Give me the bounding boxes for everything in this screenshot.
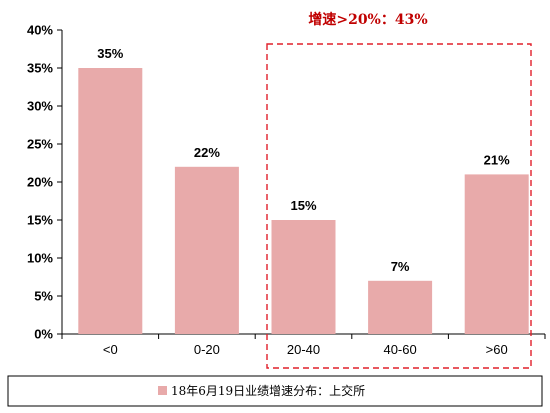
x-tick-label: 40-60: [383, 342, 416, 357]
x-tick-label: >60: [486, 342, 508, 357]
legend-text: 18年6月19日业绩增速分布：上交所: [171, 383, 365, 398]
labels-layer: 35% <0 22% 0-20 15% 20-40 7% 40-60 21% >60: [97, 46, 510, 357]
x-tick-label: 20-40: [287, 342, 320, 357]
y-tick-label: 30%: [27, 99, 53, 114]
y-tick-label: 25%: [27, 137, 53, 152]
highlight-box: [266, 43, 532, 369]
legend-swatch: [158, 386, 167, 395]
bar: [464, 174, 529, 334]
bars-layer: [78, 68, 529, 334]
data-label: 22%: [194, 145, 220, 160]
y-tick-label: 0%: [34, 327, 53, 342]
bar: [368, 280, 433, 334]
data-label: 35%: [97, 46, 123, 61]
annotation-text: 增速>20%：43%: [308, 11, 427, 28]
y-tick-label: 35%: [27, 61, 53, 76]
data-label: 15%: [290, 198, 316, 213]
y-tick-label: 20%: [27, 175, 53, 190]
data-label: 7%: [391, 259, 410, 274]
bar: [174, 166, 239, 334]
legend-box: [7, 375, 543, 407]
x-tick-label: <0: [103, 342, 118, 357]
data-label: 21%: [484, 152, 510, 167]
x-tick-label: 0-20: [194, 342, 220, 357]
y-tick-label: 15%: [27, 213, 53, 228]
bar: [271, 220, 336, 334]
y-tick-label: 10%: [27, 251, 53, 266]
y-tick-label: 40%: [27, 23, 53, 38]
bar: [78, 68, 143, 334]
axis-layer: 0% 5% 10% 15% 20% 25% 30% 35% 40%: [27, 23, 546, 342]
y-tick-label: 5%: [34, 289, 53, 304]
